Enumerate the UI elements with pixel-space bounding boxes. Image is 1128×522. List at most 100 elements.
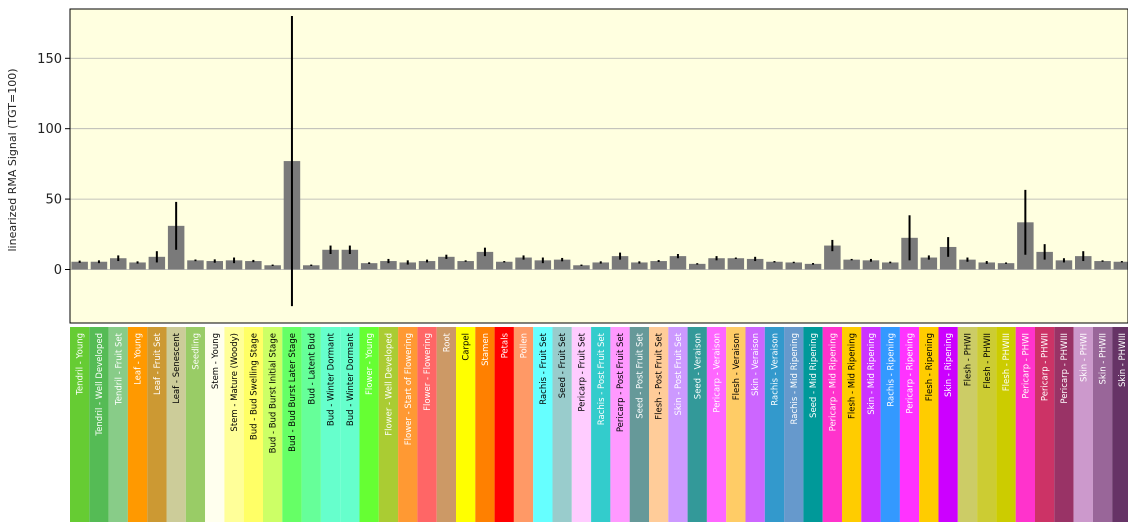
category-label-swatch [108,327,128,522]
category-label-swatch [822,327,842,522]
category-label-text: Flesh - Veraison [732,333,742,400]
category-label: Pericarp - PHWIII [1054,327,1074,522]
y-axis-label: linearized RMA Signal (TGT=100) [6,69,19,252]
category-label: Leaf - Young [127,327,148,522]
bar [457,261,474,270]
category-label-text: Seed - Mid Ripening [809,333,819,418]
category-label-swatch [417,327,437,522]
category-label: Flower - Start of Flowering [398,327,418,522]
category-label-swatch [764,327,785,522]
bar [785,262,802,270]
category-label: Pericarp - Post Fruit Set [610,327,630,522]
category-label-text: Pericarp - Mid Ripening [828,333,838,431]
bar [1094,261,1111,270]
category-label: Tendril - Well Developed [89,327,109,522]
category-label-swatch [880,327,900,522]
bar [959,259,976,270]
category-label-text: Bud - Bud Burst Later Stage [288,333,298,452]
category-label-text: Rachis - Veraison [770,333,780,406]
category-label-swatch [803,327,823,522]
category-label-swatch [842,327,862,522]
y-tick-label: 150 [37,52,62,67]
category-label-swatch [706,327,727,522]
bar [438,256,455,270]
category-label-text: Bud - Bud Burst Initial Stage [269,333,279,453]
category-label-swatch [668,327,688,522]
category-label: Skin - Post Fruit Set [668,327,688,522]
category-label: Skin - PHWIII [1112,327,1128,522]
bar [631,262,648,270]
bar [939,246,957,270]
category-label-swatch [571,327,592,522]
y-tick-label: 0 [54,263,62,278]
bar [1055,260,1073,270]
category-label-swatch [359,327,379,522]
category-label-swatch [205,327,225,522]
category-label: Leaf - Senescent [166,327,186,522]
bar [264,265,281,270]
category-label-text: Flower - Flowering [423,333,433,411]
category-label: Bud - Winter Dormant [340,327,360,522]
bar [360,263,378,270]
category-label-text: Flesh - PHWIII [1002,333,1012,391]
category-label: Flower - Well Developed [378,327,399,522]
category-label: Flesh - Veraison [726,327,746,522]
category-label-swatch [533,327,553,522]
category-label-swatch [89,327,109,522]
bar [824,245,841,270]
category-label-swatch [591,327,611,522]
bar [187,260,204,270]
bar [206,261,223,270]
category-label-swatch [456,327,476,522]
bar [515,257,532,270]
category-label-text: Pericarp - Fruit Set [577,332,587,411]
bar [862,260,880,270]
category-label-text: Flesh - PHWII [983,333,993,389]
category-label-text: Carpel [462,333,472,361]
category-label: Flesh - Mid Ripening [842,327,862,522]
category-label: Rachis - Post Fruit Set [591,327,611,522]
category-label: Seed - Fruit Set [552,327,572,522]
bar [303,265,320,270]
bar [534,260,552,270]
category-label-swatch [378,327,399,522]
category-label-swatch [629,327,649,522]
bar [727,258,745,270]
category-label-text: Flesh - Ripening [925,333,935,401]
category-label-swatch [127,327,148,522]
category-label: Seed - Veraison [687,327,707,522]
bar [148,256,166,270]
category-label-text: Rachis - Mid Ripening [790,333,800,424]
category-label-text: Pollen [520,333,530,358]
category-label: Pollen [513,327,534,522]
category-label-swatch [70,327,90,522]
bar [650,261,667,270]
category-label: Bud - Winter Dormant [320,327,341,522]
category-label: Tendril - Fruit Set [108,327,128,522]
category-label-text: Stem - Young [211,333,221,389]
category-label: Pericarp - Fruit Set [571,327,592,522]
category-label-text: Pericarp - Post Fruit Set [616,332,626,432]
category-label: Leaf - Fruit Set [147,327,167,522]
category-label-swatch [610,327,630,522]
category-label-swatch [745,327,765,522]
category-label-text: Pericarp - PHWIII [1060,333,1070,404]
category-label: Pericarp - PHWI [1015,327,1035,522]
category-label-text: Bud - Bud Swelling Stage [249,333,259,440]
bar [804,263,822,270]
category-label-swatch [513,327,534,522]
bar [496,261,513,270]
bar [380,261,397,270]
bar [1036,251,1053,270]
bar [669,256,687,270]
category-label-swatch [340,327,360,522]
category-label: Flesh - Ripening [919,327,939,522]
category-label-text: Skin - PHWI [1079,333,1089,382]
category-label-text: Tendril - Fruit Set [114,332,124,406]
category-label: Pericarp - PHWII [1035,327,1055,522]
bar [843,259,860,270]
bar [90,261,108,270]
category-label-text: Skin - PHWII [1099,333,1109,384]
category-label-text: Stamen [481,333,491,366]
bar [1075,256,1092,270]
